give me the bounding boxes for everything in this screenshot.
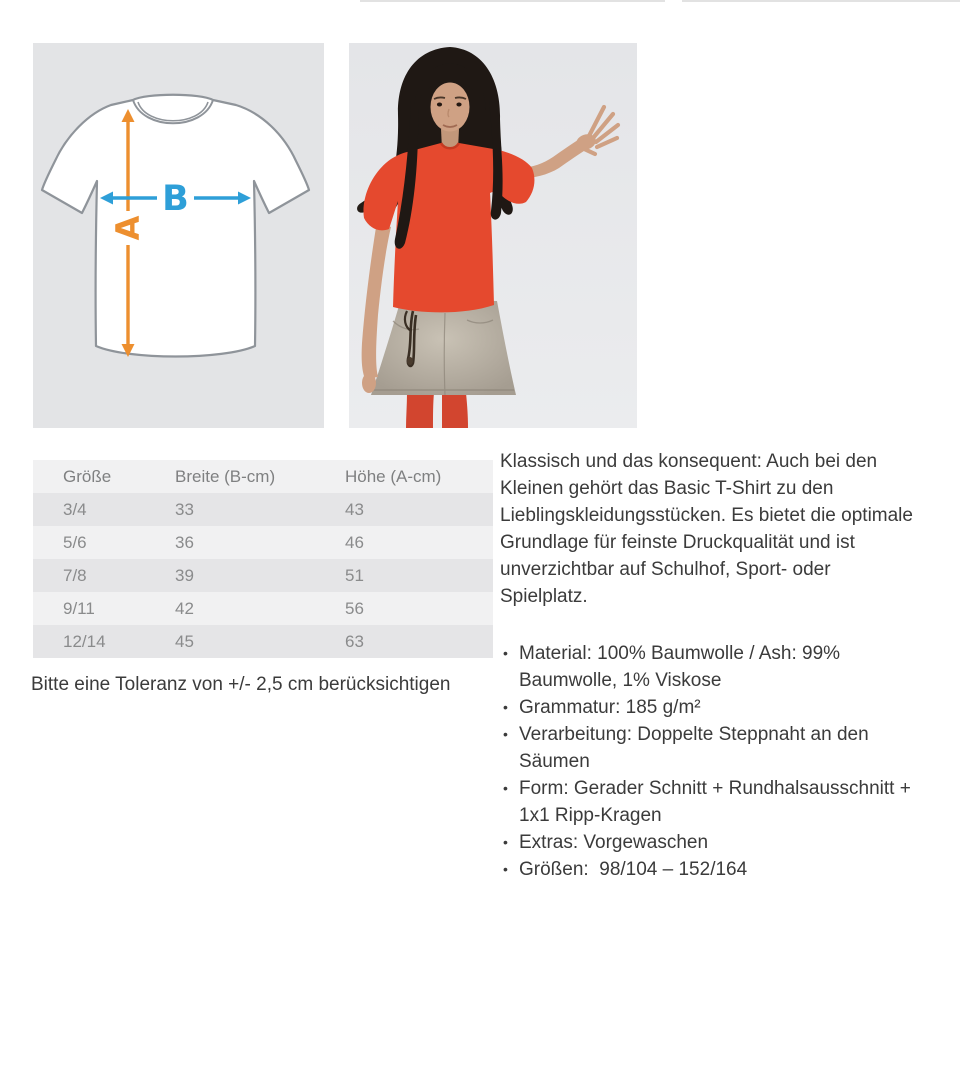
height-cell: 63 [345, 631, 364, 651]
neck [441, 129, 459, 149]
feature-text: Grammatur: 185 g/m² [519, 697, 701, 718]
size-table-row: 12/14 45 63 [33, 625, 493, 658]
size-table-row: 9/11 42 56 [33, 592, 493, 625]
bullet-icon: • [503, 645, 508, 661]
col-header-groesse: Größe [63, 466, 112, 486]
feature-text: Extras: Vorgewaschen [519, 832, 709, 853]
tshirt-measure-diagram: A B [33, 43, 324, 428]
measure-arrow-b-icon: B [100, 179, 251, 219]
left-legging [406, 393, 434, 428]
feature-item-extras: • Extras: Vorgewaschen [500, 829, 924, 856]
size-cell: 5/6 [63, 532, 87, 552]
hanging-arm [361, 221, 391, 393]
size-table-row: 7/8 39 51 [33, 559, 493, 592]
bullet-icon: • [503, 861, 508, 877]
size-cell: 7/8 [63, 565, 87, 585]
skirt-seams [373, 312, 514, 396]
product-features-list: • Material: 100% Baumwolle / Ash: 99% Ba… [500, 640, 924, 883]
feature-text: Form: Gerader Schnitt + Rundhalsausschni… [519, 778, 917, 826]
feature-item-verarbeitung: • Verarbeitung: Doppelte Steppnaht an de… [500, 721, 924, 775]
size-table-row: 5/6 36 46 [33, 526, 493, 559]
width-cell: 33 [175, 499, 194, 519]
feature-text: Material: 100% Baumwolle / Ash: 99% Baum… [519, 643, 846, 691]
feature-text: Verarbeitung: Doppelte Steppnaht an den … [519, 724, 874, 772]
size-table-row: 3/4 33 43 [33, 493, 493, 526]
hair-front-right [489, 101, 503, 220]
measure-label-b: B [162, 179, 189, 219]
face-features [433, 96, 467, 128]
feature-item-grammatur: • Grammatur: 185 g/m² [500, 694, 924, 721]
size-cell: 9/11 [63, 598, 95, 618]
tolerance-note: Bitte eine Toleranz von +/- 2,5 cm berüc… [31, 674, 451, 695]
bullet-icon: • [503, 780, 508, 796]
col-header-breite: Breite (B-cm) [175, 466, 276, 486]
width-cell: 45 [175, 631, 194, 651]
product-photo-image[interactable] [349, 43, 637, 428]
hair-front-left [394, 101, 419, 249]
size-cell: 3/4 [63, 499, 87, 519]
product-description-paragraph: Klassisch und das konsequent: Auch bei d… [500, 451, 913, 607]
bullet-icon: • [503, 699, 508, 715]
spread-fingers [577, 104, 621, 157]
feature-item-form: • Form: Gerader Schnitt + Rundhalsaussch… [500, 775, 924, 829]
width-cell: 36 [175, 532, 194, 552]
size-table: Größe Breite (B-cm) Höhe (A-cm) 3/4 33 4… [33, 460, 493, 658]
width-cell: 39 [175, 565, 194, 585]
feature-item-material: • Material: 100% Baumwolle / Ash: 99% Ba… [500, 640, 924, 694]
collar-rib [439, 142, 461, 150]
drawstring [403, 310, 418, 368]
top-divider-line-left [360, 0, 665, 2]
height-cell: 46 [345, 532, 364, 552]
size-cell: 12/14 [63, 631, 106, 651]
face [430, 82, 470, 132]
feature-item-groessen: • Größen: 98/104 – 152/164 [500, 856, 924, 883]
measure-label-a: A [109, 215, 147, 240]
top-divider-line-right [682, 0, 960, 2]
height-cell: 43 [345, 499, 364, 519]
hair-fringe [414, 63, 486, 111]
bullet-icon: • [503, 726, 508, 742]
bullet-icon: • [503, 834, 508, 850]
girl-model-photo [349, 43, 637, 428]
height-cell: 51 [345, 565, 364, 585]
measure-arrow-a-icon: A [109, 109, 147, 357]
tshirt-outline-icon [40, 93, 311, 358]
size-table-header-row: Größe Breite (B-cm) Höhe (A-cm) [33, 460, 493, 493]
size-diagram-image[interactable]: A B [33, 43, 324, 428]
height-cell: 56 [345, 598, 364, 618]
width-cell: 42 [175, 598, 194, 618]
girl-figure [357, 47, 621, 428]
feature-text: Größen: 98/104 – 152/164 [519, 859, 748, 880]
col-header-hoehe: Höhe (A-cm) [345, 466, 442, 486]
right-legging [442, 393, 468, 428]
